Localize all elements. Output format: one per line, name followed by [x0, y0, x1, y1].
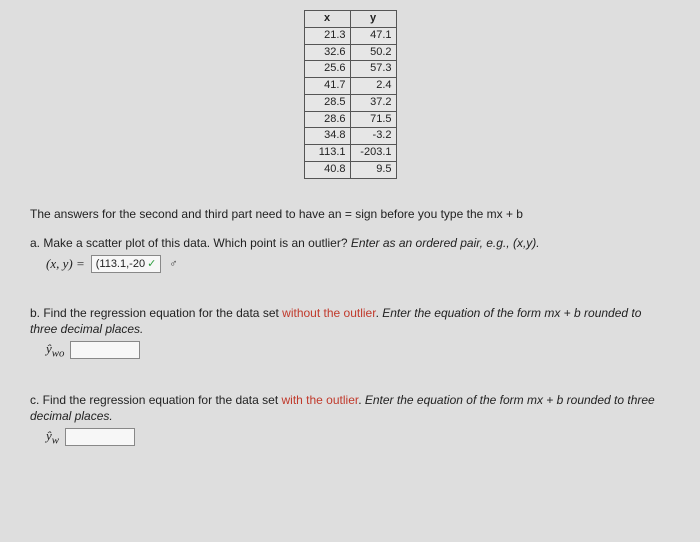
- table-row: 34.8-3.2: [304, 128, 396, 145]
- part-b-lead: b. Find the regression equation for the …: [30, 306, 282, 320]
- part-a-ital: Enter as an ordered pair, e.g., (x,y).: [351, 236, 540, 250]
- part-a: a. Make a scatter plot of this data. Whi…: [30, 235, 670, 273]
- table-row: 25.657.3: [304, 61, 396, 78]
- cell: 34.8: [304, 128, 350, 145]
- yhat-w-label: ŷw: [46, 428, 59, 447]
- part-b-answer-line: ŷwo: [46, 341, 670, 360]
- part-c: c. Find the regression equation for the …: [30, 392, 670, 447]
- table-row: 21.347.1: [304, 27, 396, 44]
- part-c-lead: c. Find the regression equation for the …: [30, 393, 281, 407]
- part-a-label: a. Make a scatter plot of this data. Whi…: [30, 235, 670, 251]
- cell: 113.1: [304, 145, 350, 162]
- cell: -203.1: [350, 145, 396, 162]
- cell: 47.1: [350, 27, 396, 44]
- page-root: x y 21.347.1 32.650.2 25.657.3 41.72.4 2…: [0, 0, 700, 499]
- male-symbol-icon: ♂: [169, 258, 177, 270]
- cell: 41.7: [304, 78, 350, 95]
- table-header-row: x y: [304, 11, 396, 28]
- part-b-label: b. Find the regression equation for the …: [30, 305, 670, 337]
- instruction-text: The answers for the second and third par…: [30, 207, 670, 221]
- part-b-input[interactable]: [70, 341, 140, 359]
- cell: 50.2: [350, 44, 396, 61]
- data-table: x y 21.347.1 32.650.2 25.657.3 41.72.4 2…: [304, 10, 397, 179]
- check-icon: ✓: [147, 257, 156, 270]
- cell: 71.5: [350, 111, 396, 128]
- part-b-red: without the outlier: [282, 306, 375, 320]
- part-a-input-value: (113.1,-20: [96, 258, 145, 270]
- cell: 21.3: [304, 27, 350, 44]
- xy-equals-label: (x, y) =: [46, 256, 85, 272]
- part-c-tail: .: [358, 393, 365, 407]
- cell: 28.6: [304, 111, 350, 128]
- part-a-answer-line: (x, y) = (113.1,-20 ✓ ♂: [46, 255, 670, 273]
- cell: 2.4: [350, 78, 396, 95]
- cell: 28.5: [304, 94, 350, 111]
- table-row: 41.72.4: [304, 78, 396, 95]
- cell: 25.6: [304, 61, 350, 78]
- cell: 40.8: [304, 161, 350, 178]
- col-header-y: y: [350, 11, 396, 28]
- yhat-sub: w: [52, 435, 59, 447]
- table-row: 113.1-203.1: [304, 145, 396, 162]
- table-row: 28.537.2: [304, 94, 396, 111]
- cell: 9.5: [350, 161, 396, 178]
- part-c-label: c. Find the regression equation for the …: [30, 392, 670, 424]
- cell: -3.2: [350, 128, 396, 145]
- part-b: b. Find the regression equation for the …: [30, 305, 670, 360]
- table-row: 32.650.2: [304, 44, 396, 61]
- part-c-input[interactable]: [65, 428, 135, 446]
- part-c-answer-line: ŷw: [46, 428, 670, 447]
- yhat-sub: wo: [52, 348, 65, 360]
- cell: 57.3: [350, 61, 396, 78]
- table-row: 40.89.5: [304, 161, 396, 178]
- col-header-x: x: [304, 11, 350, 28]
- part-a-prefix: a. Make a scatter plot of this data. Whi…: [30, 236, 351, 250]
- yhat-wo-label: ŷwo: [46, 341, 64, 360]
- data-table-container: x y 21.347.1 32.650.2 25.657.3 41.72.4 2…: [30, 10, 670, 179]
- part-a-input[interactable]: (113.1,-20 ✓: [91, 255, 162, 273]
- table-body: 21.347.1 32.650.2 25.657.3 41.72.4 28.53…: [304, 27, 396, 178]
- cell: 32.6: [304, 44, 350, 61]
- part-c-red: with the outlier: [281, 393, 358, 407]
- cell: 37.2: [350, 94, 396, 111]
- table-row: 28.671.5: [304, 111, 396, 128]
